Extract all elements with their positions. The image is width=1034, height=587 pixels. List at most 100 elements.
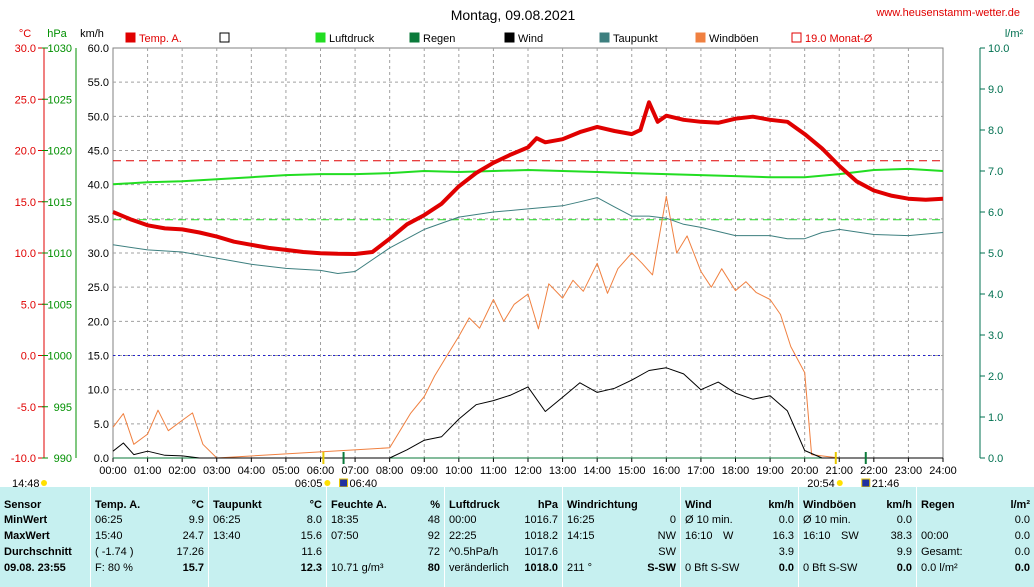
temp-header: Temp. A. [95, 499, 141, 511]
temp-row-1-label: 15:40 [95, 530, 123, 542]
rain-tick-label: 2.0 [988, 371, 1003, 383]
windboeen-unit: km/h [886, 499, 912, 511]
feuchte-header: Feuchte A. [331, 499, 387, 511]
x-tick-label: 22:00 [860, 465, 888, 477]
x-tick-label: 19:00 [756, 465, 784, 477]
stats-column-taupunkt: Taupunkt °C 06:25 8.0 13:40 15.6 11.6 12.3 [208, 487, 326, 587]
legend-label-5: Taupunkt [613, 33, 658, 45]
temp-row-2-value: 17.26 [176, 546, 204, 558]
chart-title: Montag, 09.08.2021 [451, 7, 576, 23]
rain-tick-label: 1.0 [988, 412, 1003, 424]
feuchte-row-2-value: 72 [427, 546, 440, 558]
luftdruck-row-2-label: ^0.5hPa/h [449, 546, 499, 558]
pressure-tick-label: 1030 [48, 43, 72, 55]
windrichtung-row-0-label: 16:25 [567, 514, 595, 526]
plot-area: 00:00 01:00 02:00 03:00 04:00 05:00 06:00 07:00… [11, 43, 1009, 487]
rain-tick-label: 10.0 [988, 43, 1009, 55]
x-tick-label: 23:00 [895, 465, 923, 477]
chart-legend: Temp. A. Luftdruck Regen Wind Taupunkt Windbö… [125, 32, 873, 45]
luftdruck-row-3-value: 1018.0 [524, 562, 558, 574]
windboeen-row-1-value: 38.3 [890, 530, 912, 542]
sunset-label: 20:54 [807, 478, 835, 487]
regen-row-1-value: 0.0 [1014, 530, 1030, 542]
taupunkt-header: Taupunkt [213, 499, 262, 511]
sensor-row-min: MinWert [4, 514, 48, 526]
wind-tick-label: 20.0 [88, 316, 109, 328]
pressure-tick-label: 1010 [48, 248, 72, 260]
x-tick-label: 12:00 [514, 465, 542, 477]
windrichtung-row-3-value: S-SW [647, 562, 676, 574]
luftdruck-row-2-value: 1017.6 [524, 546, 558, 558]
series-line-taupunkt [112, 197, 944, 274]
wind-tick-label: 40.0 [88, 180, 109, 192]
weather-chart: Montag, 09.08.2021 www.heusenstamm-wette… [11, 7, 1023, 487]
sensor-header: Sensor [4, 499, 42, 511]
wind-row-3-value: 0.0 [778, 562, 794, 574]
pressure-tick-label: 1015 [48, 197, 72, 209]
wind-row-3-label: 0 Bft S-SW [685, 562, 740, 574]
luftdruck-unit: hPa [537, 499, 558, 511]
legend-label-7: 19.0 Monat-Ø [805, 33, 873, 45]
legend-swatch-3 [409, 32, 420, 43]
x-tick-label: 06:00 [307, 465, 335, 477]
x-tick-label: 01:00 [134, 465, 162, 477]
x-tick-label: 16:00 [653, 465, 681, 477]
legend-swatch-5 [599, 32, 610, 43]
feuchte-row-0-value: 48 [427, 514, 440, 526]
x-tick-label: 02:00 [168, 465, 196, 477]
series-line-luftdruck [112, 167, 944, 186]
temperature-tick-label: -5.0 [17, 402, 36, 414]
taupunkt-row-1-value: 15.6 [300, 530, 322, 542]
wind-row-1-label: 16:10 [685, 530, 713, 542]
pressure-tick-label: 995 [54, 402, 72, 414]
temp-row-3-value: 15.7 [182, 562, 204, 574]
wind-tick-label: 50.0 [88, 111, 109, 123]
moonset-label: 21:46 [872, 478, 900, 487]
regen-row-3-value: 0.0 [1014, 562, 1030, 574]
rain-tick-label: 5.0 [988, 248, 1003, 260]
temperature-tick-label: 10.0 [15, 248, 36, 260]
series-line-windb-en [112, 195, 943, 459]
temperature-tick-label: 25.0 [15, 94, 36, 106]
feuchte-row-0-label: 18:35 [331, 514, 359, 526]
stats-column-wind: Wind km/h Ø 10 min. 0.0 16:10 W 16.3 3.9 0 Bft S… [680, 487, 798, 587]
windrichtung-row-0-value: 0 [669, 514, 676, 526]
x-tick-label: 15:00 [618, 465, 646, 477]
feuchte-row-3-label: 10.71 g/m³ [331, 562, 384, 574]
pressure-tick-label: 1005 [48, 299, 72, 311]
moonset-icon [861, 478, 871, 487]
temperature-tick-label: 5.0 [21, 299, 36, 311]
daylength-label: 14:48 [12, 478, 40, 487]
pressure-tick-label: 1020 [48, 146, 72, 158]
luftdruck-row-3-label: veränderlich [449, 562, 509, 574]
x-tick-label: 20:00 [791, 465, 819, 477]
regen-header: Regen [921, 499, 955, 511]
stats-column-feuchte: Feuchte A.% 18:35 48 07:50 92 72 10.71 g/m³ 80 [326, 487, 444, 587]
luftdruck-row-0-label: 00:00 [449, 514, 477, 526]
legend-swatch-1 [219, 32, 230, 43]
series-line-temp-a- [112, 100, 944, 256]
legend-label-2: Luftdruck [329, 33, 375, 45]
taupunkt-unit: °C [309, 499, 322, 511]
wind-unit: km/h [768, 499, 794, 511]
x-tick-label: 04:00 [238, 465, 266, 477]
windrichtung-header: Windrichtung [567, 499, 638, 511]
feuchte-row-3-value: 80 [427, 562, 440, 574]
daylength-sun-icon [41, 480, 47, 486]
legend-swatch-4 [504, 32, 515, 43]
sunrise-label: 06:05 [295, 478, 323, 487]
windboeen-row-3-value: 0.0 [896, 562, 912, 574]
feuchte-unit: % [430, 499, 440, 511]
x-tick-label: 03:00 [203, 465, 231, 477]
feuchte-row-1-label: 07:50 [331, 530, 359, 542]
taupunkt-row-0-label: 06:25 [213, 514, 241, 526]
stats-column-luftdruck: Luftdruck hPa 00:00 1016.7 22:25 1018.2 ^0.5hP… [444, 487, 562, 587]
taupunkt-row-3-value: 12.3 [300, 562, 322, 574]
wind-tick-label: 25.0 [88, 282, 109, 294]
sunset-icon [836, 480, 843, 486]
windboeen-row-1-mid: SW [841, 530, 859, 542]
regen-row-3-label: 0.0 l/m² [921, 562, 958, 574]
legend-swatch-7 [791, 32, 802, 43]
wind-tick-label: 0.0 [94, 453, 109, 465]
legend-swatch-0 [125, 32, 136, 43]
